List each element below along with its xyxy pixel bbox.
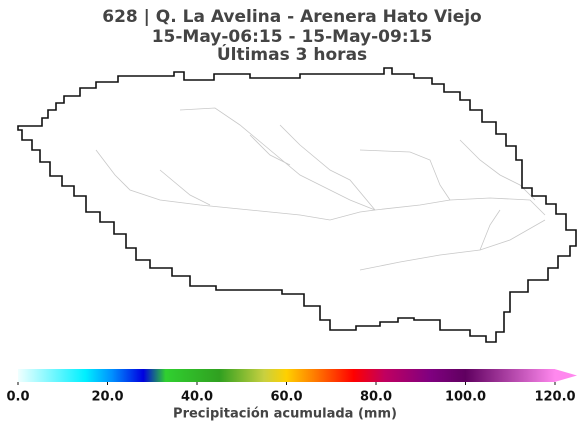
- colorbar-tick-label: 80.0: [360, 390, 392, 405]
- colorbar-tick-label: 40.0: [181, 390, 213, 405]
- title-line: Últimas 3 horas: [217, 43, 367, 65]
- colorbar-tick-label: 100.0: [445, 390, 486, 405]
- colorbar-tick-label: 0.0: [6, 390, 29, 405]
- title-line: 15-May-06:15 - 15-May-09:15: [152, 27, 433, 47]
- colorbar-tick-label: 120.0: [534, 390, 575, 405]
- colorbar-label: Precipitación acumulada (mm): [173, 407, 397, 422]
- streams: [95, 107, 546, 271]
- colorbar: 0.0 20.0 40.0 60.0 80.0 100.0 120.0: [6, 369, 577, 405]
- colorbar-extend: [554, 369, 577, 382]
- colorbar-tick-label: 60.0: [270, 390, 302, 405]
- colorbar-tick-label: 20.0: [91, 390, 123, 405]
- colorbar-gradient: [18, 369, 555, 382]
- title-line: 628 | Q. La Avelina - Arenera Hato Viejo: [102, 7, 482, 27]
- basin-outline: [17, 67, 577, 343]
